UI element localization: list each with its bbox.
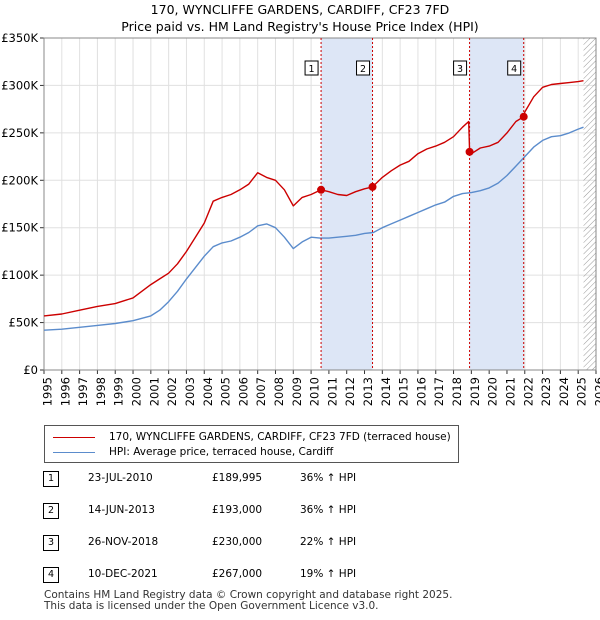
x-tick-label: 2011	[325, 377, 339, 406]
sale-point	[465, 147, 474, 156]
price-chart: 1995 1996 1997 1998 1999 2000 2001 2002 2003 2004…	[1, 31, 600, 406]
x-tick-label: 2016	[414, 377, 428, 406]
sale-row: 3 26-NOV-2018 £230,000 22% ↑ HPI	[0, 532, 600, 554]
chart-title: 170, WYNCLIFFE GARDENS, CARDIFF, CF23 7F…	[150, 2, 450, 17]
shaded-period	[469, 38, 524, 370]
x-tick-label: 2024	[557, 377, 571, 406]
sale-marker-box	[507, 60, 522, 76]
sale-hpi-diff: 36% ↑ HPI	[300, 472, 357, 484]
x-tick-label: 2018	[450, 377, 464, 406]
legend-label-property: 170, WYNCLIFFE GARDENS, CARDIFF, CF23 7F…	[109, 431, 451, 443]
footer-line-2: This data is licensed under the Open Gov…	[44, 600, 379, 612]
sale-date: 14-JUN-2013	[88, 504, 155, 516]
y-tick-label: £0	[23, 363, 38, 377]
sale-row: 1 23-JUL-2010 £189,995 36% ↑ HPI	[0, 468, 600, 490]
x-tick-label: 1997	[76, 377, 90, 406]
sale-row: 4 10-DEC-2021 £267,000 19% ↑ HPI	[0, 564, 600, 586]
sale-point	[368, 182, 377, 191]
sale-price: £193,000	[212, 504, 263, 516]
sale-price: £189,995	[212, 472, 263, 484]
hpi-series-line	[43, 80, 584, 317]
sale-marker-box	[356, 60, 371, 76]
x-tick-label: 2006	[236, 377, 250, 406]
x-tick-label: 2022	[521, 377, 535, 406]
plot-border	[43, 37, 597, 371]
sale-hpi-diff: 19% ↑ HPI	[300, 568, 357, 580]
hatched-region	[583, 38, 596, 370]
x-tick-label: 2021	[503, 377, 517, 406]
x-tick-label: 1995	[41, 377, 55, 406]
property-price-line	[43, 126, 584, 331]
chart-subtitle: Price paid vs. HM Land Registry's House …	[121, 19, 479, 34]
x-tick-label: 2004	[201, 377, 215, 406]
legend-item-hpi: HPI: Average price, terraced house, Card…	[53, 445, 333, 459]
sale-date: 26-NOV-2018	[88, 536, 159, 548]
sale-price: £267,000	[212, 568, 263, 580]
x-tick-label: 2002	[165, 377, 179, 406]
x-tick-label: 2000	[130, 377, 144, 406]
x-tick-label: 2014	[379, 377, 393, 406]
y-tick-label: £100K	[1, 268, 38, 282]
x-tick-label: 1996	[58, 377, 72, 406]
sale-number-badge: 4	[43, 567, 59, 583]
x-tick-label: 2017	[432, 377, 446, 406]
sale-hpi-diff: 36% ↑ HPI	[300, 504, 357, 516]
footer-attribution: Contains HM Land Registry data © Crown c…	[44, 590, 452, 612]
legend-swatch-property	[53, 436, 95, 438]
y-tick-label: £300K	[1, 78, 38, 92]
sale-number-badge: 3	[43, 535, 59, 551]
x-tick-label: 2001	[147, 377, 161, 406]
sale-date: 23-JUL-2010	[88, 472, 153, 484]
sale-marker-box	[304, 60, 319, 76]
x-tick-label: 2026	[593, 377, 600, 406]
chart-legend: 170, WYNCLIFFE GARDENS, CARDIFF, CF23 7F…	[44, 425, 459, 463]
x-tick-label: 2020	[486, 377, 500, 406]
sale-row: 2 14-JUN-2013 £193,000 36% ↑ HPI	[0, 500, 600, 522]
y-tick-label: £350K	[1, 31, 38, 45]
legend-item-property: 170, WYNCLIFFE GARDENS, CARDIFF, CF23 7F…	[53, 430, 451, 444]
x-tick-label: 2015	[397, 377, 411, 406]
y-tick-label: £150K	[1, 221, 38, 235]
sale-price: £230,000	[212, 536, 263, 548]
x-tick-label: 2023	[539, 377, 553, 406]
y-tick-label: £200K	[1, 173, 38, 187]
sale-number-badge: 2	[43, 503, 59, 519]
x-tick-label: 2010	[308, 377, 322, 406]
x-tick-label: 2005	[219, 377, 233, 406]
x-tick-label: 2008	[272, 377, 286, 406]
sale-marker-number: 2	[360, 64, 366, 75]
x-tick-label: 2025	[575, 377, 589, 406]
shaded-period	[321, 38, 373, 370]
x-tick-label: 1998	[94, 377, 108, 406]
legend-label-hpi: HPI: Average price, terraced house, Card…	[109, 446, 334, 458]
legend-swatch-hpi	[53, 451, 95, 453]
x-tick-label: 2009	[290, 377, 304, 406]
x-tick-label: 2019	[468, 377, 482, 406]
sale-marker-number: 3	[457, 64, 463, 75]
x-tick-label: 2007	[254, 377, 268, 406]
x-tick-label: 2012	[343, 377, 357, 406]
y-tick-label: £250K	[1, 126, 38, 140]
sale-point	[317, 185, 326, 194]
sale-marker-box	[453, 60, 468, 76]
sale-hpi-diff: 22% ↑ HPI	[300, 536, 357, 548]
x-tick-label: 1999	[112, 377, 126, 406]
sale-point	[519, 112, 528, 121]
sale-date: 10-DEC-2021	[88, 568, 158, 580]
footer-line-1: Contains HM Land Registry data © Crown c…	[44, 589, 453, 601]
sale-number-badge: 1	[43, 471, 59, 487]
sale-marker-number: 1	[309, 64, 315, 75]
sale-marker-number: 4	[511, 64, 517, 75]
y-tick-label: £50K	[9, 316, 39, 330]
x-tick-label: 2013	[361, 377, 375, 406]
x-tick-label: 2003	[183, 377, 197, 406]
